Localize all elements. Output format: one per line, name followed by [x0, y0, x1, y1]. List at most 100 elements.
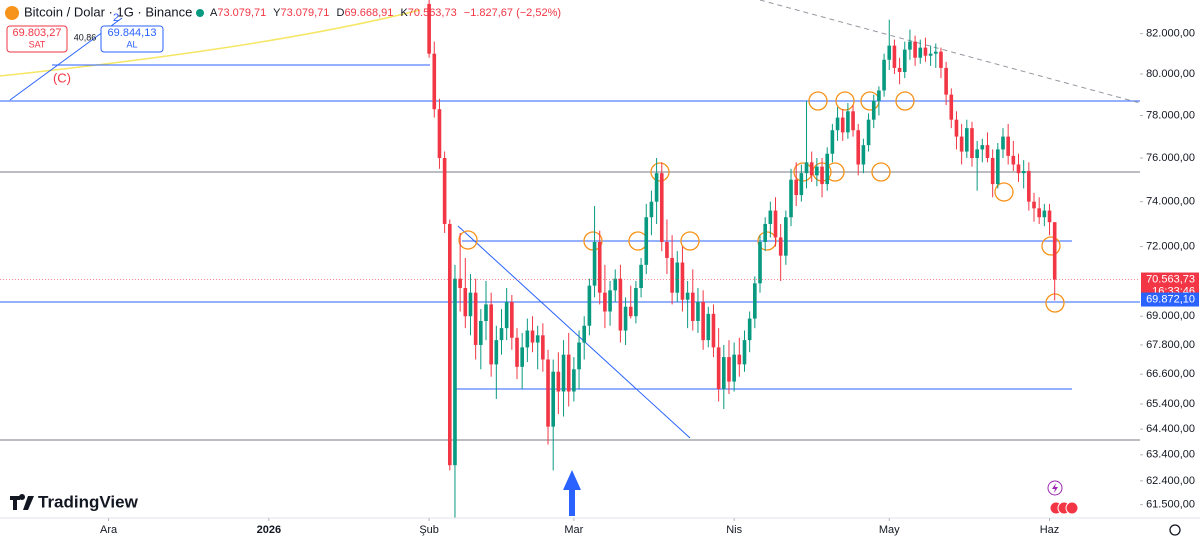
x-tick-label: Mar: [564, 524, 583, 536]
candle-body: [644, 217, 649, 265]
candle-body: [706, 313, 711, 341]
sell-button[interactable]: [6, 25, 68, 53]
y-tick-label: 63.400,00: [1146, 449, 1195, 461]
buy-label[interactable]: AL: [126, 39, 137, 49]
settings-icon[interactable]: [1169, 524, 1181, 536]
ohlc-key: A: [210, 7, 218, 19]
candle-body: [1037, 208, 1041, 218]
x-tick-label: May: [879, 524, 900, 536]
candle-body: [871, 100, 876, 120]
candle-body: [753, 283, 757, 319]
ohlc-key: Y: [273, 7, 281, 19]
candle-body: [577, 342, 581, 370]
candle-body: [494, 340, 499, 365]
y-tick-label: 74.000,00: [1146, 196, 1195, 208]
candle-body: [985, 145, 990, 159]
ohlc-value: 69.668,91: [344, 7, 393, 19]
circle-annotation: [871, 162, 891, 182]
candle-body: [949, 94, 954, 120]
candle-body: [711, 313, 716, 348]
candle-body: [665, 241, 669, 258]
level-price-label: 69.872,10: [1146, 293, 1195, 305]
candle-body: [530, 330, 535, 343]
candle-body: [763, 223, 767, 242]
candle-body: [551, 371, 556, 427]
candle-body: [913, 41, 917, 58]
candle-body: [908, 41, 912, 50]
x-tick-label: Nis: [726, 524, 742, 536]
up-arrow: [563, 470, 581, 516]
candle-body: [685, 292, 690, 300]
circle-annotation: [680, 231, 700, 251]
candle-body: [442, 158, 447, 224]
x-tick-label: 2026: [257, 524, 281, 536]
candle-body: [1001, 136, 1005, 150]
candle-body: [670, 257, 674, 293]
candle-body: [1006, 136, 1010, 156]
trend-line: [457, 225, 691, 439]
event-icon[interactable]: [1065, 501, 1079, 515]
candle-body: [840, 117, 845, 133]
candle-body: [737, 354, 742, 365]
candle-body: [432, 53, 437, 110]
candle-body: [556, 371, 561, 392]
candle-body: [1042, 210, 1047, 218]
brand-name: TradingView: [38, 492, 139, 511]
sell-label[interactable]: SAT: [29, 39, 46, 49]
wave-label: 2: [113, 12, 119, 24]
circle-annotation: [994, 182, 1014, 202]
price-axis: [1140, 0, 1200, 541]
candle-body: [954, 119, 959, 137]
trend-line: [759, 0, 1141, 104]
candle-body: [716, 347, 721, 390]
y-tick-label: 65.400,00: [1146, 398, 1195, 410]
candle-body: [484, 304, 488, 321]
candle-body: [902, 49, 907, 72]
candle-body: [649, 201, 654, 218]
x-tick-label: Şub: [419, 524, 439, 536]
y-tick-label: 72.000,00: [1146, 240, 1195, 252]
candle-body: [473, 292, 478, 345]
candle-body: [799, 173, 804, 196]
candle-body: [820, 166, 824, 185]
candle-body: [510, 302, 514, 338]
buy-price[interactable]: 69.844,13: [108, 27, 157, 39]
candle-body: [587, 285, 592, 326]
candle-body: [758, 241, 762, 284]
candle-body: [892, 45, 897, 68]
buy-button[interactable]: [100, 25, 164, 53]
candle-body: [489, 304, 493, 365]
candle-body: [535, 335, 540, 343]
event-icon-bolt: [1052, 483, 1058, 493]
sell-price[interactable]: 69.803,27: [13, 27, 62, 39]
candle-body: [1027, 170, 1031, 202]
candle-body: [768, 210, 773, 224]
candle-body: [933, 51, 938, 54]
candle-body: [856, 130, 861, 165]
candle-body: [654, 173, 659, 202]
y-tick-label: 62.400,00: [1146, 475, 1195, 487]
candle-body: [784, 217, 788, 256]
status-dot: [196, 9, 204, 17]
candle-body: [773, 210, 778, 238]
candle-body: [634, 287, 638, 317]
candle-body: [964, 128, 969, 152]
y-tick-label: 76.000,00: [1146, 152, 1195, 164]
ohlc-value: 70.563,73: [408, 7, 457, 19]
level-price-badge: [1141, 292, 1199, 307]
candle-body: [525, 330, 530, 348]
change: −1.827,67 (−2,52%): [464, 7, 561, 19]
circle-annotation: [895, 91, 915, 111]
y-tick-label: 78.000,00: [1146, 109, 1195, 121]
y-tick-label: 69.000,00: [1146, 310, 1195, 322]
candle-body: [727, 357, 731, 382]
candle-body: [675, 262, 680, 293]
ohlc-value: 73.079,71: [217, 7, 266, 19]
candle-body: [468, 292, 473, 317]
candle-body: [830, 130, 835, 154]
wave-label: (C): [53, 70, 71, 85]
time-axis: [0, 518, 1200, 541]
candle-body: [628, 306, 633, 317]
candle-body: [603, 292, 607, 312]
candle-body: [561, 354, 566, 392]
